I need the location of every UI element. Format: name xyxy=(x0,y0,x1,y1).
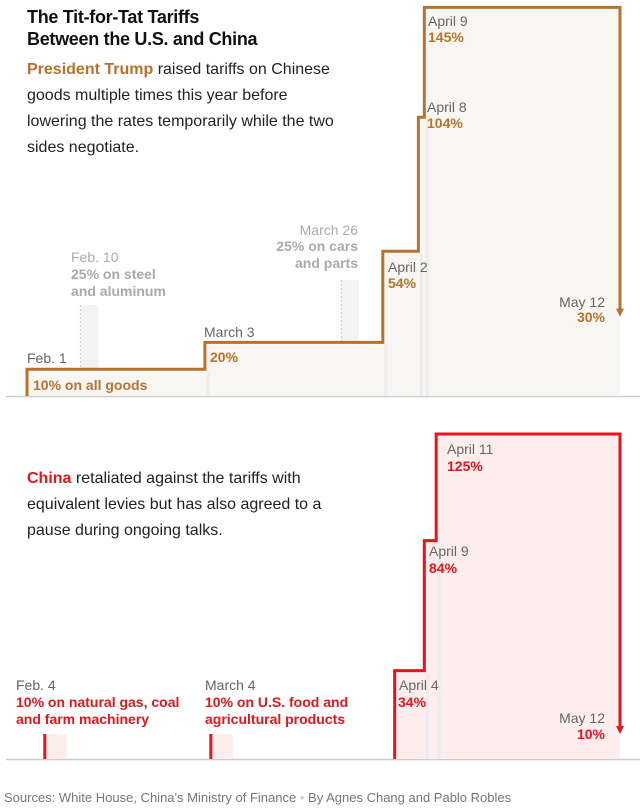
label-value: 84% xyxy=(429,560,458,576)
label-value: 10% on natural gas, coal xyxy=(16,694,180,710)
label-date: April 9 xyxy=(429,543,469,559)
title-line-2: Between the U.S. and China xyxy=(27,29,258,49)
label-date: March 3 xyxy=(204,324,255,340)
label-value: 145% xyxy=(428,29,464,45)
footer: Sources: White House, China's Ministry o… xyxy=(4,789,511,807)
tick-fill xyxy=(210,734,233,759)
label-date: Feb. 1 xyxy=(27,350,67,366)
sector-label-text: 25% on cars xyxy=(276,238,358,254)
arrow-down-icon xyxy=(616,726,624,734)
label-date: April 9 xyxy=(428,13,468,29)
label-date: April 11 xyxy=(447,441,494,457)
label-date: April 2 xyxy=(388,259,428,275)
label-value: 20% xyxy=(210,349,239,365)
chart-title: The Tit-for-Tat Tariffs Between the U.S.… xyxy=(27,6,258,50)
china-intro-highlight: China xyxy=(27,470,72,487)
separator: • xyxy=(299,790,305,805)
byline: By Agnes Chang and Pablo Robles xyxy=(308,790,512,805)
label-date: Feb. 4 xyxy=(16,677,56,693)
label-date: May 12 xyxy=(559,294,605,310)
us-intro-highlight: President Trump xyxy=(27,61,154,78)
label-date: May 12 xyxy=(559,710,605,726)
us-intro: President Trump raised tariffs on Chines… xyxy=(27,57,347,161)
label-value: 34% xyxy=(398,694,427,710)
label-date: April 8 xyxy=(427,99,467,115)
label-value: 10% on U.S. food and xyxy=(205,694,349,710)
label-value: 125% xyxy=(447,458,483,474)
label-value: 54% xyxy=(388,275,417,291)
label-value: 104% xyxy=(427,115,463,131)
label-value: 10% on all goods xyxy=(33,377,148,393)
label-date: March 4 xyxy=(205,677,256,693)
area-fill xyxy=(27,7,620,397)
area-fill xyxy=(394,434,620,759)
sources: Sources: White House, China's Ministry o… xyxy=(4,790,297,805)
us-intro-text: raised tariffs on Chinese goods multiple… xyxy=(27,61,334,156)
label-date: April 4 xyxy=(399,677,439,693)
label-value: 30% xyxy=(576,309,605,325)
label-value: agricultural products xyxy=(205,711,346,727)
china-intro-text: retaliated against the tariffs with equi… xyxy=(27,470,322,539)
label-value: 10% xyxy=(576,726,605,742)
china-intro: China retaliated against the tariffs wit… xyxy=(27,466,337,544)
sector-label-date: Feb. 10 xyxy=(71,249,119,265)
step-line xyxy=(393,432,622,759)
sector-label-text: and aluminum xyxy=(71,283,166,299)
sector-label-text: 25% on steel xyxy=(71,266,156,282)
tick-fill xyxy=(44,734,67,759)
title-line-1: The Tit-for-Tat Tariffs xyxy=(27,7,200,27)
sector-label-date: March 26 xyxy=(299,222,358,238)
label-value: and farm machinery xyxy=(16,711,150,727)
sector-label-text: and parts xyxy=(294,255,358,271)
arrow-down-icon xyxy=(616,308,624,317)
step-line xyxy=(25,5,622,396)
